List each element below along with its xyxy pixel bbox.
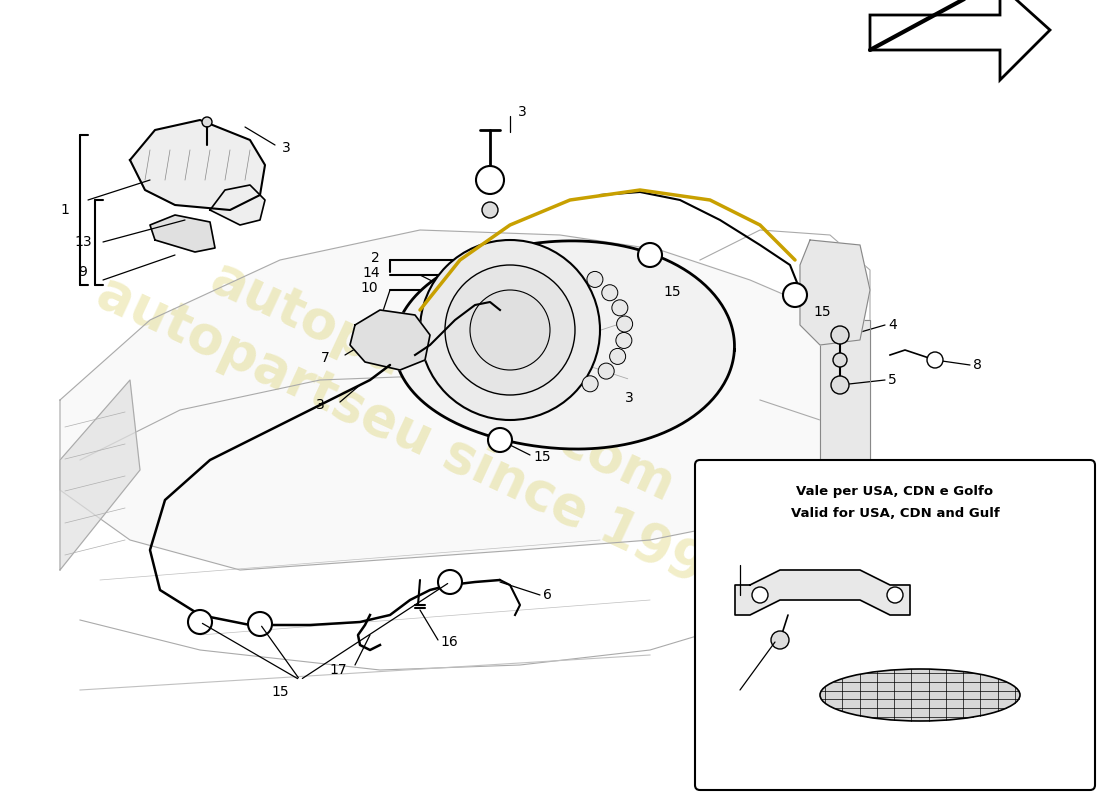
Circle shape [752,587,768,603]
Text: 9: 9 [78,265,87,279]
Polygon shape [210,185,265,225]
Text: 8: 8 [974,358,982,372]
Polygon shape [800,240,870,345]
Text: 6: 6 [543,588,552,602]
FancyBboxPatch shape [695,460,1094,790]
Circle shape [887,587,903,603]
Polygon shape [350,310,430,370]
Polygon shape [870,0,1050,80]
Circle shape [438,570,462,594]
Circle shape [830,376,849,394]
Circle shape [616,333,631,349]
Polygon shape [60,380,140,570]
Circle shape [420,240,600,420]
Polygon shape [150,215,214,252]
Circle shape [783,283,807,307]
Text: Valid for USA, CDN and Gulf: Valid for USA, CDN and Gulf [791,507,1000,520]
Circle shape [927,352,943,368]
Text: 5: 5 [888,373,896,387]
Text: 1: 1 [60,203,69,217]
Circle shape [771,631,789,649]
Polygon shape [60,230,870,570]
Circle shape [830,326,849,344]
Circle shape [833,353,847,367]
Circle shape [248,612,272,636]
Circle shape [482,202,498,218]
Circle shape [602,285,618,301]
Text: Vale per USA, CDN e Golfo: Vale per USA, CDN e Golfo [796,485,993,498]
Polygon shape [130,120,265,210]
Circle shape [638,243,662,267]
Text: 11: 11 [720,683,738,697]
Circle shape [587,271,603,287]
Text: 17: 17 [329,663,346,677]
Text: 3: 3 [518,105,527,119]
Text: 14: 14 [362,266,380,280]
Circle shape [476,166,504,194]
Text: 15: 15 [534,450,551,464]
Circle shape [446,265,575,395]
Circle shape [617,316,632,332]
Circle shape [609,349,626,365]
Text: 13: 13 [74,235,91,249]
Text: autopartseu.com
autopartseu since 1999: autopartseu.com autopartseu since 1999 [89,211,771,609]
Text: 12: 12 [720,558,738,572]
Text: 2: 2 [372,251,379,265]
Polygon shape [820,320,870,500]
Text: 3: 3 [282,141,290,155]
Text: 7: 7 [321,351,330,365]
Circle shape [582,376,598,392]
Ellipse shape [820,669,1020,721]
Text: 10: 10 [361,281,378,295]
Text: 15: 15 [813,305,830,319]
Text: 3: 3 [625,391,634,405]
Text: 4: 4 [888,318,896,332]
Text: 16: 16 [440,635,458,649]
Circle shape [488,428,512,452]
Polygon shape [394,241,735,449]
Circle shape [598,363,614,379]
Text: 15: 15 [663,285,681,299]
Text: 15: 15 [272,685,289,699]
Text: 3: 3 [317,398,324,412]
Circle shape [612,300,628,316]
Circle shape [188,610,212,634]
Polygon shape [735,570,910,615]
Circle shape [202,117,212,127]
Circle shape [470,290,550,370]
